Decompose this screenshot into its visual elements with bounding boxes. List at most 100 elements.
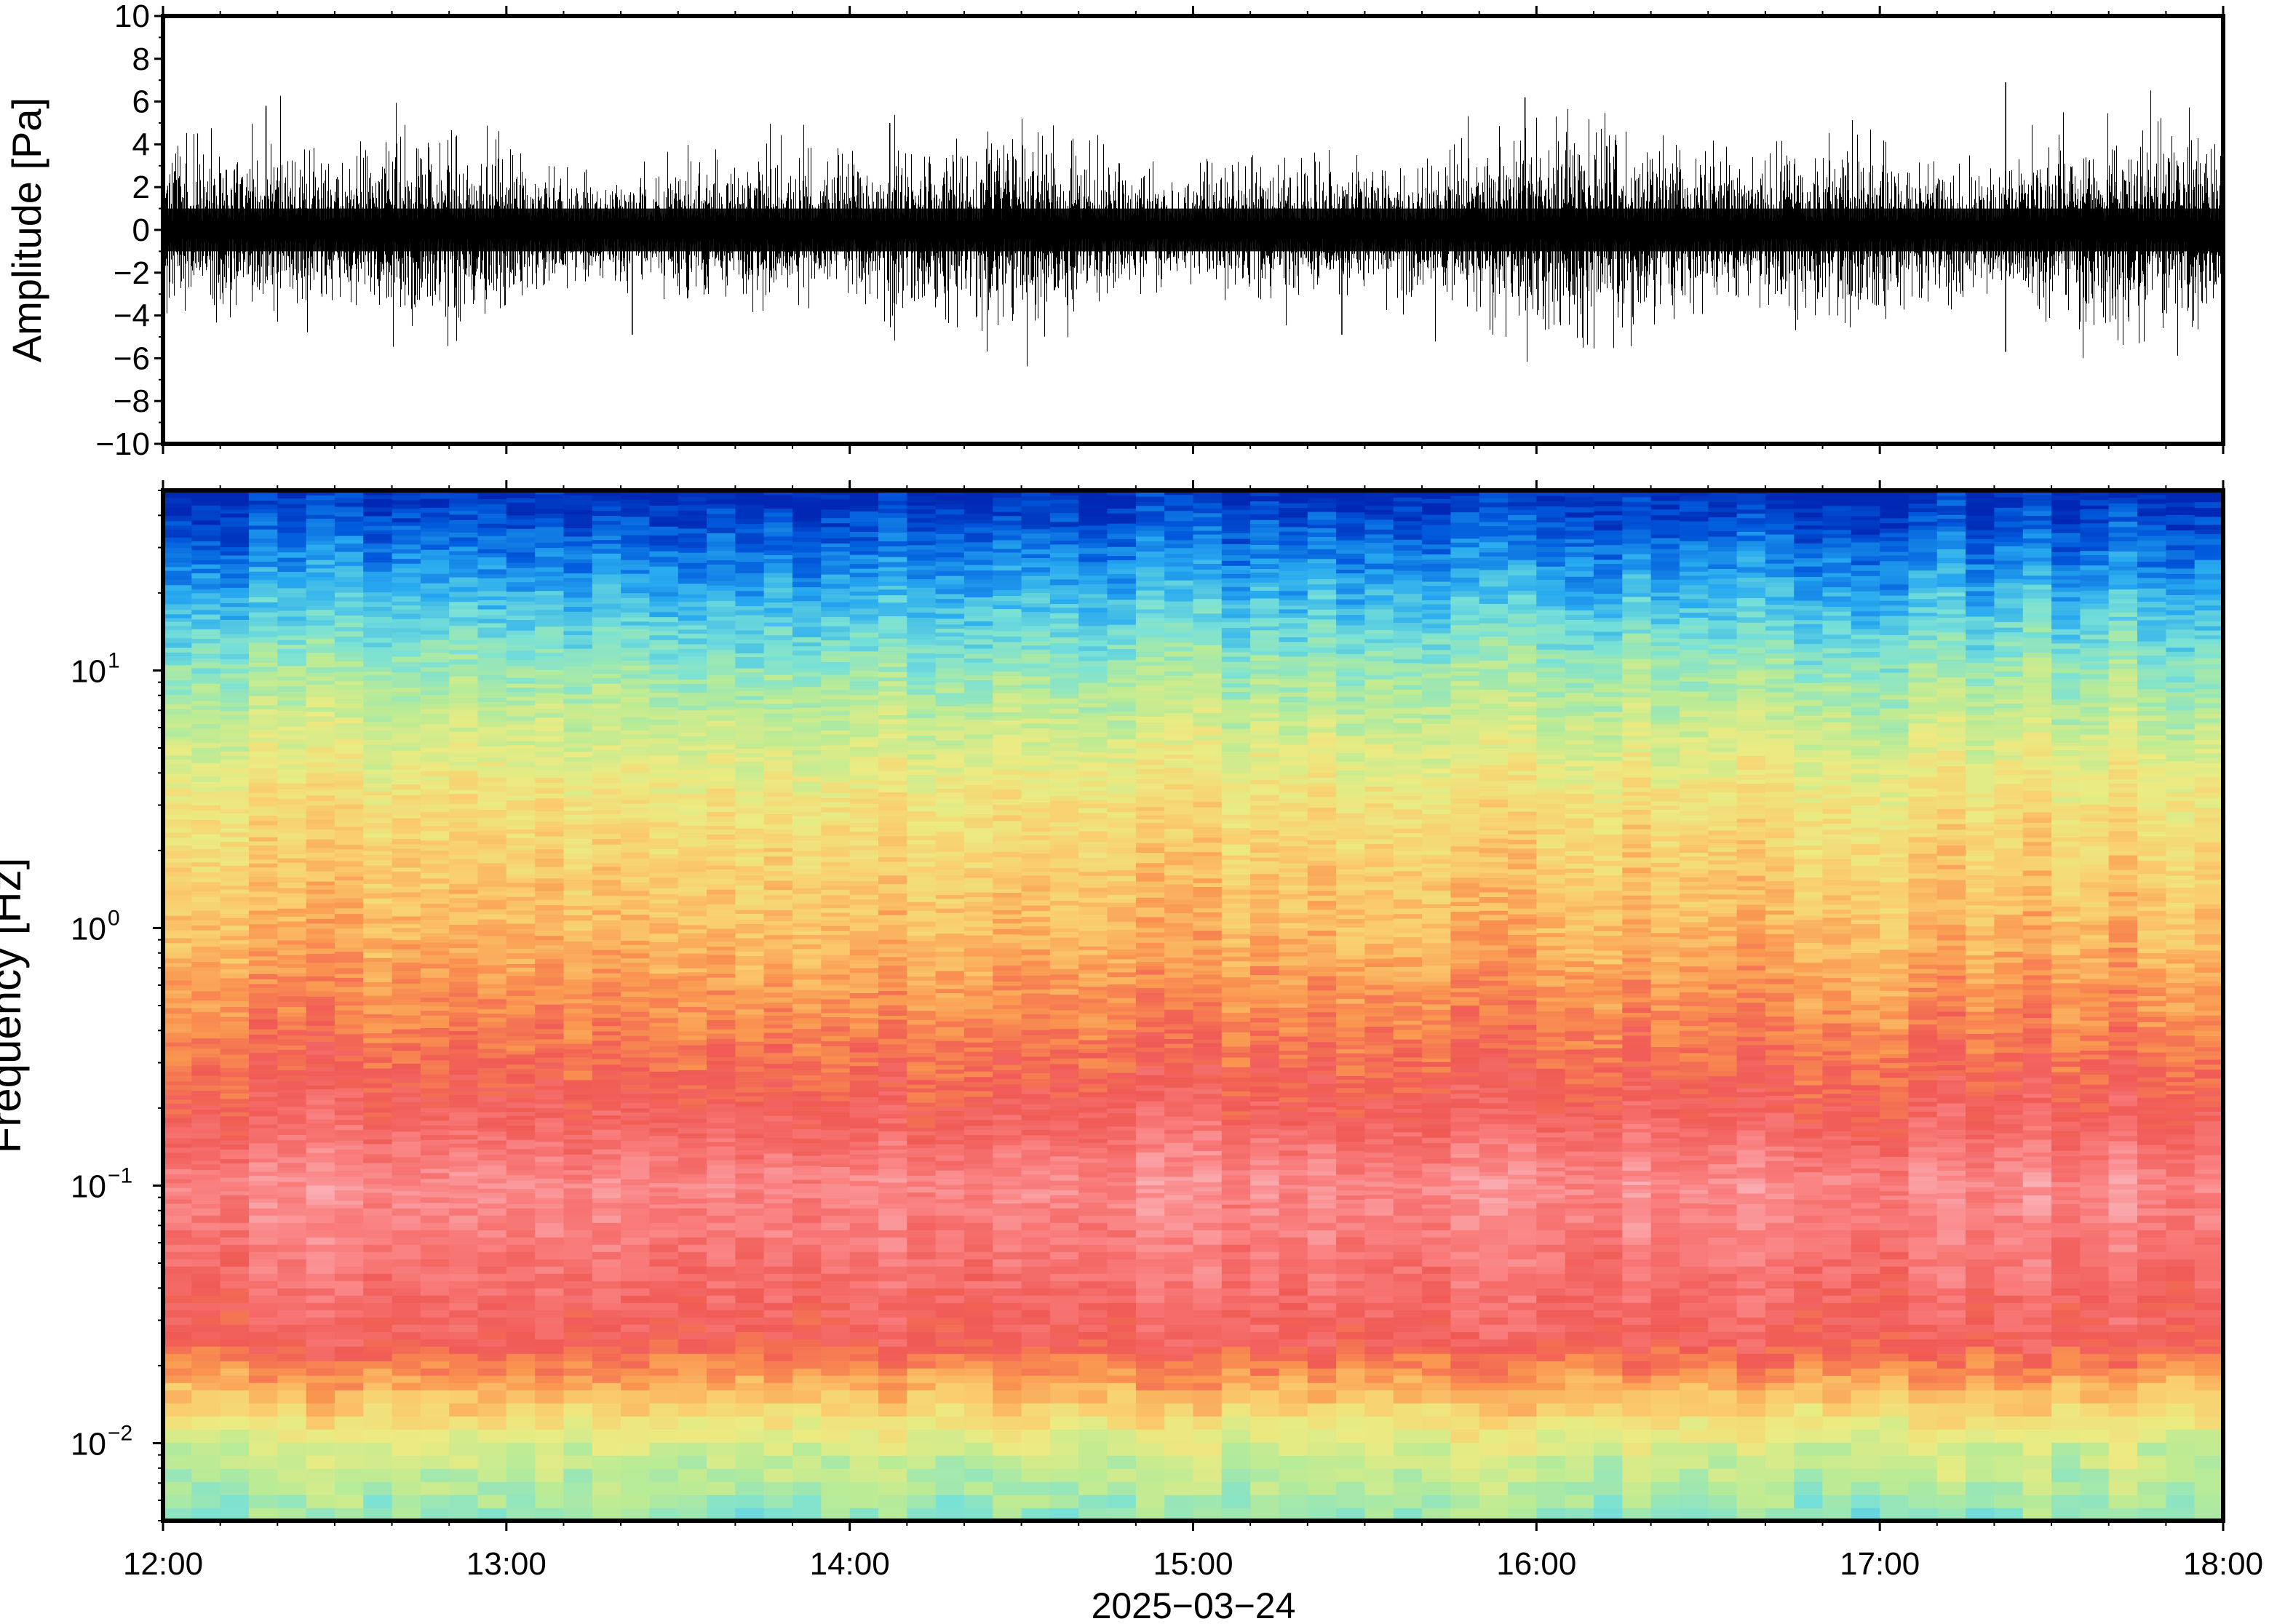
spectrogram-cell xyxy=(306,816,335,820)
spectrogram-cell xyxy=(363,530,393,535)
spectrogram-cell xyxy=(878,581,908,586)
spectrogram-cell xyxy=(277,571,307,578)
spectrogram-cell xyxy=(163,1288,193,1296)
spectrogram-cell xyxy=(277,1102,307,1107)
amplitude-tick-label: −8 xyxy=(114,383,150,419)
spectrogram-cell xyxy=(649,658,679,665)
spectrogram-cell xyxy=(677,886,707,892)
spectrogram-cell xyxy=(506,841,536,845)
spectrogram-cell xyxy=(878,974,908,979)
spectrogram-cell xyxy=(277,1049,307,1055)
spectrogram-cell xyxy=(477,1310,507,1318)
spectrogram-cell xyxy=(392,971,421,976)
spectrogram-cell xyxy=(420,1001,450,1006)
spectrogram-cell xyxy=(220,592,250,598)
spectrogram-cell xyxy=(735,1215,765,1223)
spectrogram-cell xyxy=(621,822,651,829)
spectrogram-cell xyxy=(621,602,651,609)
spectrogram-cell xyxy=(392,1170,421,1176)
spectrogram-cell xyxy=(792,1179,822,1184)
spectrogram-cell xyxy=(277,1153,307,1158)
spectrogram-cell xyxy=(563,842,593,848)
spectrogram-cell xyxy=(392,722,421,728)
spectrogram-cell xyxy=(707,872,736,880)
spectrogram-cell xyxy=(220,1324,250,1332)
spectrogram-cell xyxy=(735,1251,765,1259)
spectrogram-cell xyxy=(878,1390,908,1404)
spectrogram-cell xyxy=(449,1053,479,1059)
spectrogram-cell xyxy=(363,1153,393,1159)
spectrogram-cell xyxy=(535,765,565,770)
spectrogram-cell xyxy=(535,1014,565,1020)
spectrogram-cell xyxy=(334,1096,364,1102)
spectrogram-cell xyxy=(334,728,364,733)
spectrogram-cell xyxy=(363,680,393,684)
spectrogram-cell xyxy=(735,576,765,583)
spectrogram-cell xyxy=(277,1222,307,1230)
spectrogram-cell xyxy=(334,506,364,513)
spectrogram-cell xyxy=(907,1102,937,1107)
spectrogram-cell xyxy=(763,1011,793,1016)
spectrogram-cell xyxy=(735,677,765,683)
spectrogram-cell xyxy=(649,848,679,855)
spectrogram-cell xyxy=(163,1050,193,1056)
spectrogram-cell xyxy=(392,1126,421,1132)
spectrogram-cell xyxy=(707,749,736,753)
spectrogram-cell xyxy=(821,1003,851,1009)
spectrogram-cell xyxy=(277,730,307,736)
spectrogram-cell xyxy=(449,629,479,634)
spectrogram-cell xyxy=(649,1353,679,1361)
spectrogram-cell xyxy=(707,664,736,671)
spectrogram-cell xyxy=(306,1099,335,1105)
spectrogram-cell xyxy=(506,1188,536,1193)
spectrogram-cell xyxy=(220,751,250,756)
spectrogram-cell xyxy=(792,930,822,935)
spectrogram-cell xyxy=(535,816,565,822)
spectrogram-cell xyxy=(392,813,421,819)
spectrogram-cell xyxy=(191,1375,221,1383)
spectrogram-cell xyxy=(249,656,279,663)
spectrogram-cell xyxy=(563,941,593,947)
spectrogram-cell xyxy=(449,1244,479,1252)
spectrogram-cell xyxy=(477,513,507,519)
spectrogram-cell xyxy=(535,1361,565,1369)
spectrogram-cell xyxy=(449,831,479,836)
spectrogram-cell xyxy=(792,506,822,512)
spectrogram-cell xyxy=(735,1008,765,1015)
spectrogram-cell xyxy=(878,589,908,596)
spectrogram-cell xyxy=(621,621,651,626)
spectrogram-cell xyxy=(821,498,851,506)
spectrogram-cell xyxy=(535,1003,565,1010)
spectrogram-cell xyxy=(220,855,250,861)
spectrogram-cell xyxy=(191,560,221,565)
spectrogram-cell xyxy=(592,1118,621,1125)
spectrogram-cell xyxy=(649,490,679,496)
spectrogram-cell xyxy=(563,945,593,950)
spectrogram-cell xyxy=(621,1044,651,1050)
spectrogram-cell xyxy=(249,1302,279,1310)
spectrogram-cell xyxy=(878,775,908,781)
spectrogram-cell xyxy=(392,949,421,953)
spectrogram-cell xyxy=(363,1115,393,1122)
spectrogram-cell xyxy=(907,1244,937,1252)
spectrogram-cell xyxy=(735,923,765,928)
spectrogram-cell xyxy=(792,745,822,750)
spectrogram-cell xyxy=(334,1185,364,1190)
spectrogram-cell xyxy=(420,950,450,955)
spectrogram-cell xyxy=(735,1056,765,1062)
spectrogram-cell xyxy=(821,1295,851,1303)
spectrogram-cell xyxy=(306,1324,335,1332)
spectrogram-cell xyxy=(592,925,621,930)
spectrogram-cell xyxy=(191,979,221,986)
spectrogram-cell xyxy=(392,681,421,688)
spectrogram-cell xyxy=(763,944,793,950)
spectrogram-cell xyxy=(191,1339,221,1347)
spectrogram-cell xyxy=(592,1403,621,1417)
spectrogram-cell xyxy=(735,856,765,862)
spectrogram-cell xyxy=(792,781,822,787)
spectrogram-cell xyxy=(163,1099,193,1104)
spectrogram-cell xyxy=(506,1091,536,1099)
spectrogram-cell xyxy=(763,838,793,843)
spectrogram-cell xyxy=(621,1166,651,1171)
spectrogram-cell xyxy=(191,1123,221,1129)
